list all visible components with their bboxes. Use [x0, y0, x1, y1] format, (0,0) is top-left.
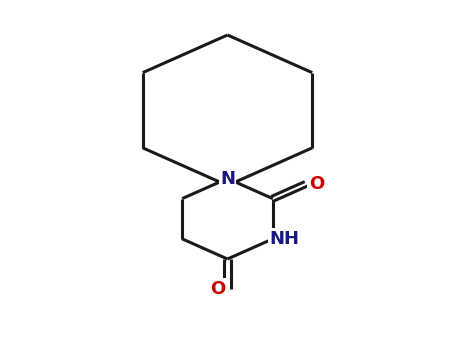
Text: O: O	[308, 175, 324, 193]
Text: NH: NH	[269, 230, 299, 248]
Text: O: O	[210, 280, 225, 298]
Text: N: N	[220, 169, 235, 188]
